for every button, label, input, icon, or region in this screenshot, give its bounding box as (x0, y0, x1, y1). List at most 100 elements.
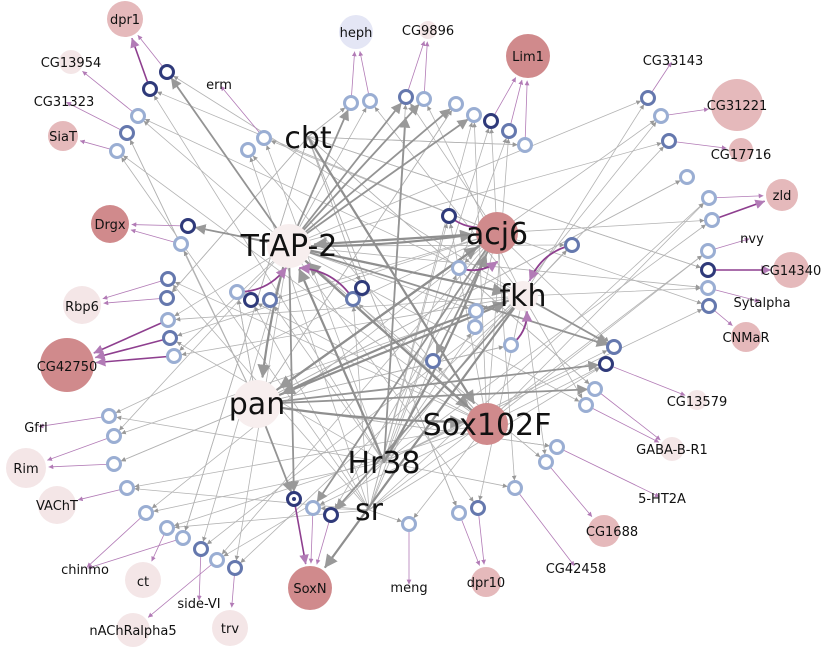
edge (288, 245, 469, 310)
edge (335, 295, 524, 510)
edge (522, 295, 608, 344)
edge (174, 423, 488, 527)
gene-node-ct (125, 562, 161, 598)
edge (316, 232, 498, 503)
ring-node (517, 137, 533, 153)
gene-label-cg13579: CG13579 (667, 395, 728, 410)
edge (306, 135, 475, 404)
ring-node (162, 330, 178, 346)
gene-label-ct: ct (137, 575, 149, 590)
gene-node-cnmar (731, 322, 761, 352)
gene-label-siat: SiaT (49, 130, 77, 145)
ring-node (193, 541, 209, 557)
ring-node (323, 507, 339, 523)
gene-node-rim (6, 448, 46, 488)
edge (496, 232, 609, 342)
gene-label-rbp6: Rbp6 (65, 300, 99, 315)
gene-label-dpr1: dpr1 (110, 13, 140, 28)
gene-label-heph: heph (340, 26, 373, 41)
ring-node (598, 356, 614, 372)
edge (383, 275, 457, 463)
edge (266, 145, 385, 463)
gene-label-trv: trv (221, 622, 239, 637)
gene-label-sytalpha: Sytalpha (733, 296, 790, 311)
edge (298, 268, 386, 464)
gene-label-cg31221: CG31221 (707, 99, 768, 114)
gene-label-lim1: Lim1 (512, 50, 544, 65)
edge (255, 402, 464, 429)
gene-node-trv (212, 610, 248, 646)
ring-node (501, 123, 517, 139)
ring-node (180, 218, 196, 234)
edge (368, 203, 704, 511)
ring-node (243, 292, 259, 308)
ring-node (109, 143, 125, 159)
edge (130, 37, 151, 90)
ring-node (398, 89, 414, 105)
edge (256, 384, 589, 405)
edge (711, 199, 766, 221)
edge (174, 281, 488, 425)
ring-node (416, 91, 432, 107)
edge (220, 85, 265, 139)
edge (102, 278, 169, 300)
edge (486, 203, 704, 425)
ring-node (700, 243, 716, 259)
edge (288, 108, 451, 247)
edge (307, 136, 590, 385)
edge (256, 360, 600, 405)
ring-node (166, 348, 182, 364)
ring-node (142, 81, 158, 97)
hub-node-sox102f (466, 403, 508, 445)
edge (256, 345, 504, 405)
gene-node-nachr5 (116, 613, 150, 647)
ring-node (549, 439, 565, 455)
hub-node-pan (233, 380, 281, 428)
ring-node (606, 339, 622, 355)
edge (524, 80, 530, 146)
gene-label-cg9896: CG9896 (402, 24, 454, 39)
edge (143, 120, 290, 247)
gene-label-cg14340: CG14340 (761, 264, 822, 279)
ring-node-core (292, 497, 296, 501)
edge (383, 128, 490, 463)
gene-label-cg1688: CG1688 (586, 525, 638, 540)
edge (350, 51, 357, 104)
edge (490, 77, 517, 122)
edge (556, 446, 660, 498)
edge (594, 388, 661, 441)
gene-label-cg42750: CG42750 (37, 360, 98, 375)
ring-node (130, 108, 146, 124)
edge (477, 507, 486, 565)
edge (256, 180, 681, 405)
edge (358, 51, 371, 102)
ring-node (503, 337, 519, 353)
gene-node-cg13579 (687, 390, 707, 410)
edge (545, 461, 593, 517)
hub-node-fkh (508, 281, 538, 311)
ring-node (441, 208, 457, 224)
edge (478, 295, 524, 501)
edge (496, 232, 517, 481)
edge (288, 109, 349, 247)
edge (383, 116, 411, 463)
edge (170, 77, 290, 247)
edge (256, 110, 452, 405)
gene-label-nachr5: nAChRalpha5 (89, 624, 176, 639)
hub-node-tfap2 (267, 224, 311, 268)
edge (522, 104, 645, 297)
gene-node-cg31221 (711, 79, 763, 131)
ring-node (209, 552, 225, 568)
edge (177, 232, 498, 337)
ring-node (227, 560, 243, 576)
hub-node-acj6 (476, 212, 518, 254)
edge (131, 222, 189, 228)
edge (307, 107, 346, 138)
hub-label-tfap2: TfAP-2 (240, 229, 338, 264)
ring-node (345, 291, 361, 307)
edge (605, 363, 686, 396)
edge (472, 122, 488, 425)
ring-node (466, 107, 482, 123)
